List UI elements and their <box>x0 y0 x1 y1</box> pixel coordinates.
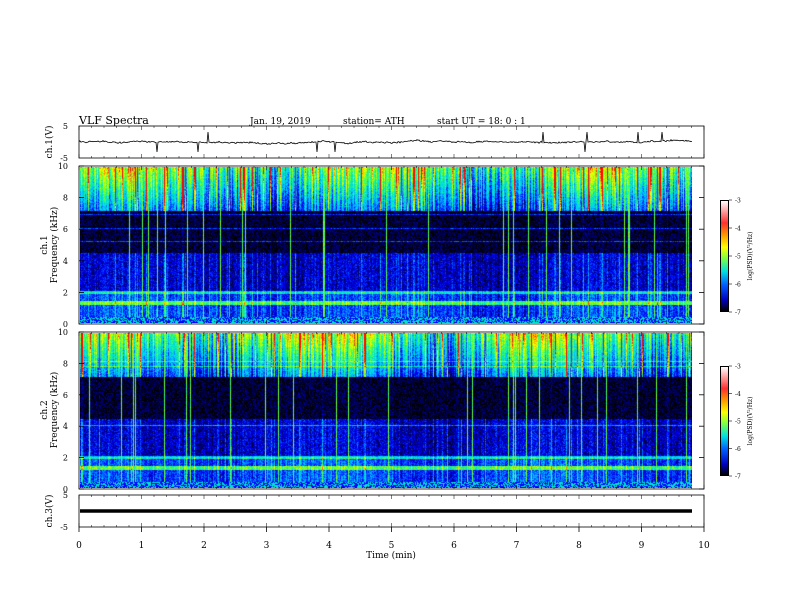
time-tick-label: 7 <box>514 541 520 551</box>
time-axis-label: Time (min) <box>366 550 416 561</box>
colorbar-tick-label: -5 <box>735 254 741 261</box>
freq-tick-label: 8 <box>63 194 68 203</box>
time-tick-label: 2 <box>201 541 207 551</box>
ch2-colorbar: -3 -4 -5 -6 -7 log(PSD)(V²/Hz) <box>720 364 754 481</box>
freq-tick-label: 10 <box>58 328 68 337</box>
colorbar-tick-label: -6 <box>735 282 741 289</box>
ch1-voltage-ylabel: ch.1(V) <box>44 126 55 159</box>
ch1-spectrogram-yticks: 0 2 4 6 8 10 <box>58 162 704 329</box>
colorbar-tick-label: -6 <box>735 446 741 453</box>
ch2-spectrogram-ylabel-line2: Frequency (kHz) <box>49 372 60 449</box>
colorbar-tick-label: -5 <box>735 419 741 426</box>
ch2-spectrogram-yticks: 0 2 4 6 8 10 <box>58 328 704 494</box>
time-tick-label: 0 <box>76 541 82 551</box>
time-tick-label: 5 <box>389 541 395 551</box>
ch1-colorbar-gradient <box>720 200 729 312</box>
freq-tick-label: 0 <box>63 320 68 329</box>
freq-tick-label: 6 <box>63 225 68 234</box>
freq-tick-label: 2 <box>63 288 68 297</box>
freq-tick-label: 6 <box>63 391 68 400</box>
time-tick-label: 8 <box>576 541 582 551</box>
ch1-spectrogram-ylabel-line2: Frequency (kHz) <box>49 207 60 284</box>
time-tick-label: 1 <box>139 541 145 551</box>
time-axis: 0 1 2 3 4 5 6 7 8 9 10 <box>76 126 710 551</box>
colorbar-tick-label: -4 <box>735 226 741 233</box>
ch3-voltage-ylabel: ch.3(V) <box>44 495 55 528</box>
ch3-voltage-panel: 5 -5 ch.3(V) <box>44 491 705 532</box>
ch1-spectrogram-panel: 0 2 4 6 8 10 ch.1 Frequency (kHz) <box>40 162 705 329</box>
freq-tick-label: 4 <box>63 422 68 431</box>
colorbar-tick-label: -7 <box>735 310 741 317</box>
ch1-ytick-bottom: -5 <box>60 154 68 163</box>
ch1-voltage-trace <box>79 131 693 153</box>
freq-tick-label: 2 <box>63 454 68 463</box>
ch2-colorbar-gradient <box>720 366 729 476</box>
ch2-spectrogram-image <box>80 333 692 488</box>
colorbar-tick-label: -3 <box>735 198 741 205</box>
ch2-spectrogram-ylabel-line1: ch.2 <box>40 400 50 419</box>
ch2-spectrogram-panel: 0 2 4 6 8 10 ch.2 Frequency (kHz) <box>40 328 705 494</box>
ch1-voltage-panel: 5 -5 ch.1(V) <box>44 122 705 163</box>
ch3-ytick-top: 5 <box>63 491 68 500</box>
ch1-colorbar-label: log(PSD)(V²/Hz) <box>747 232 754 281</box>
ch1-spectrogram-image <box>80 167 692 323</box>
start-time-label: start UT = 18: 0 : 1 <box>437 117 526 127</box>
time-tick-label: 10 <box>698 541 710 551</box>
colorbar-tick-label: -4 <box>735 391 741 398</box>
ch1-ytick-top: 5 <box>63 122 68 131</box>
freq-tick-label: 10 <box>58 162 68 171</box>
colorbar-tick-label: -3 <box>735 364 741 371</box>
time-tick-label: 6 <box>451 541 457 551</box>
time-tick-label: 3 <box>264 541 270 551</box>
freq-tick-label: 4 <box>63 257 68 266</box>
ch2-colorbar-label: log(PSD)(V²/Hz) <box>747 397 754 446</box>
ch1-spectrogram-ylabel-line1: ch.1 <box>40 235 50 254</box>
figure-title: VLF Spectra <box>78 114 149 127</box>
date-label: Jan. 19, 2019 <box>249 117 311 127</box>
time-tick-label: 9 <box>639 541 645 551</box>
colorbar-tick-label: -7 <box>735 474 741 481</box>
freq-tick-label: 8 <box>63 359 68 368</box>
ch3-ytick-bottom: -5 <box>60 523 68 532</box>
time-tick-label: 4 <box>326 541 332 551</box>
station-label: station= ATH <box>343 117 405 127</box>
freq-tick-label: 0 <box>63 485 68 494</box>
ch1-colorbar: -3 -4 -5 -6 -7 log(PSD)(V²/Hz) <box>720 198 754 317</box>
